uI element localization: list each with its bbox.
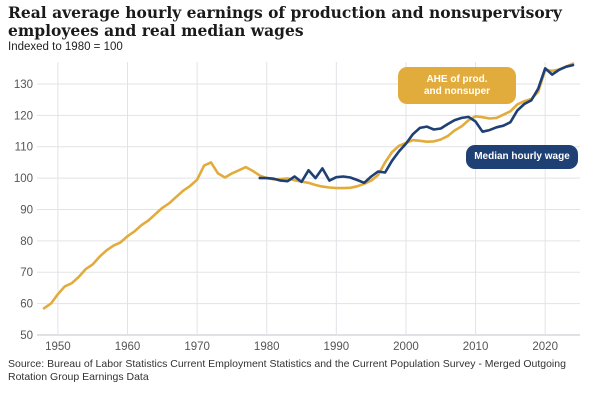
y-tick-label: 70 — [20, 267, 33, 279]
y-tick-label: 50 — [20, 330, 33, 342]
x-tick-label: 2020 — [532, 341, 558, 353]
series-lines — [42, 62, 575, 310]
ahe-series-callout-label: AHE of prod. and nonsuper — [423, 73, 491, 97]
median-series-callout-label: Median hourly wage — [474, 151, 570, 162]
chart-subtitle: Indexed to 1980 = 100 — [8, 41, 123, 53]
ahe-series-callout: AHE of prod. and nonsuper — [398, 67, 516, 104]
x-tick-label: 2010 — [463, 341, 489, 353]
y-tick-label: 130 — [14, 79, 33, 91]
y-tick-label: 100 — [14, 173, 33, 185]
y-tick-label: 80 — [20, 236, 33, 248]
median-series-line — [258, 63, 575, 185]
y-tick-label: 120 — [14, 110, 33, 122]
y-tick-label: 60 — [20, 299, 33, 311]
x-tick-label: 1950 — [45, 341, 71, 353]
x-axis-ticks: 1950 1960 1970 1980 1990 2000 2010 2020 — [45, 341, 558, 353]
source-note: Source: Bureau of Labor Statistics Curre… — [8, 358, 566, 383]
y-tick-label: 90 — [20, 204, 33, 216]
x-tick-label: 1990 — [324, 341, 350, 353]
ahe-series-line — [42, 62, 575, 310]
y-tick-label: 110 — [15, 142, 33, 154]
x-tick-label: 1960 — [115, 341, 141, 353]
median-series-callout: Median hourly wage — [466, 145, 578, 169]
chart-title: Real average hourly earnings of producti… — [8, 3, 562, 40]
x-tick-label: 1970 — [184, 341, 210, 353]
x-tick-label: 1980 — [254, 341, 280, 353]
y-axis-ticks: 50 60 70 80 90 100 110 120 130 — [14, 79, 33, 342]
x-tick-label: 2000 — [393, 341, 419, 353]
